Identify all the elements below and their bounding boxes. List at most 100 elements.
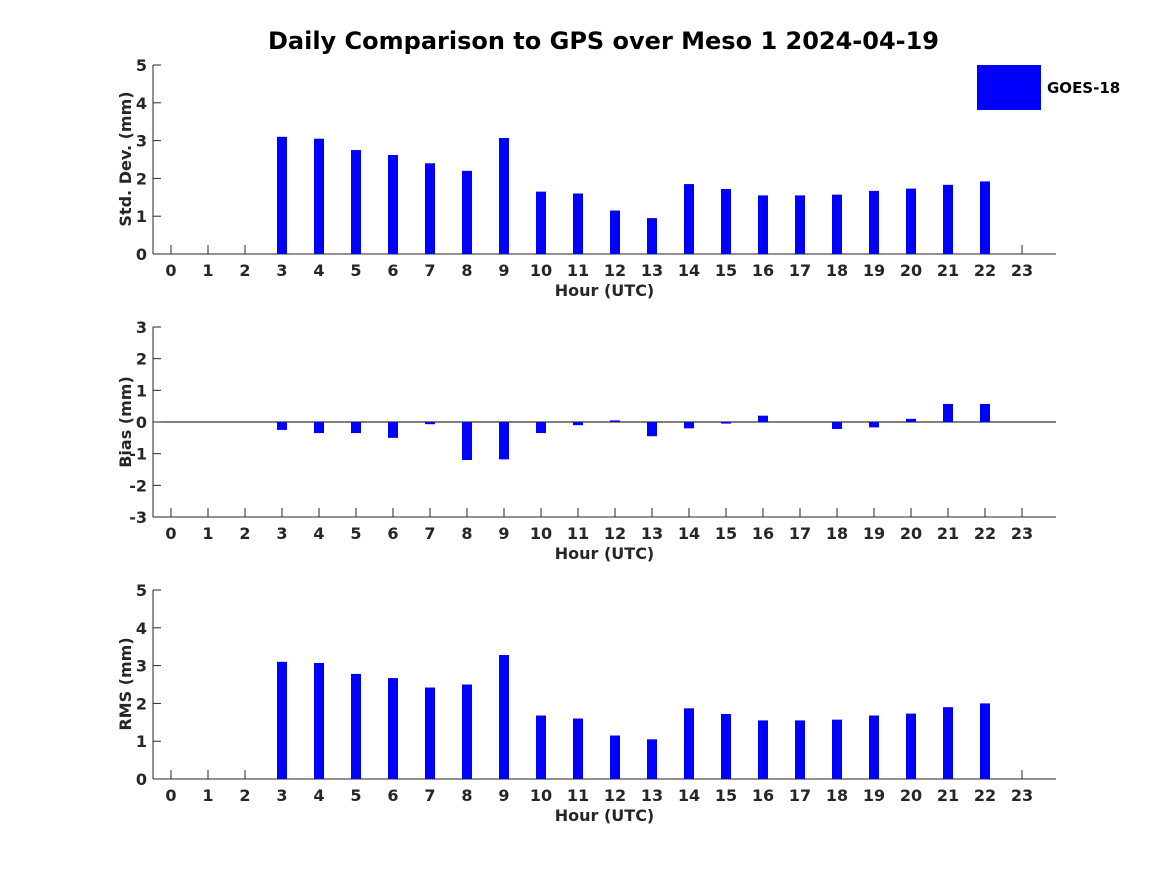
bias-x-tick-label: 19 [863,524,885,543]
std-x-tick-label: 14 [678,261,700,280]
rms-x-tick-label: 17 [789,786,811,805]
std-bar-hour-10 [536,191,546,254]
legend-swatch-goes-18 [977,65,1041,110]
std-bar-hour-15 [721,188,731,254]
rms-x-tick-label: 8 [461,786,472,805]
bias-x-tick-label: 23 [1011,524,1033,543]
bias-bar-hour-20 [906,418,916,422]
rms-bar-hour-9 [499,655,509,779]
rms-bar-hour-11 [573,718,583,779]
std-bar-hour-17 [795,195,805,254]
rms-x-tick-label: 7 [424,786,435,805]
bias-y-tick-label: -3 [129,508,147,527]
bias-y-tick-label: 0 [136,413,147,432]
std-x-tick-label: 0 [165,261,176,280]
bias-bar-hour-6 [388,422,398,438]
bias-bar-hour-18 [832,422,842,429]
rms-bar-hour-18 [832,719,842,779]
rms-y-tick-label: 4 [136,619,147,638]
rms-y-tick-label: 2 [136,694,147,713]
std-y-tick-label: 2 [136,169,147,188]
bias-bar-hour-19 [869,422,879,428]
bias-x-tick-label: 15 [715,524,737,543]
bias-x-tick-label: 1 [202,524,213,543]
bias-x-tick-label: 0 [165,524,176,543]
std-y-tick-label: 1 [136,207,147,226]
std-y-tick-label: 0 [136,245,147,264]
rms-bar-hour-4 [314,662,324,779]
std-x-tick-label: 9 [498,261,509,280]
rms-x-tick-label: 21 [937,786,959,805]
std-x-tick-label: 3 [276,261,287,280]
rms-bar-hour-22 [980,703,990,779]
std-bar-hour-16 [758,195,768,254]
rms-x-tick-label: 16 [752,786,774,805]
std-x-tick-label: 10 [530,261,552,280]
rms-y-tick-label: 3 [136,657,147,676]
rms-x-tick-label: 10 [530,786,552,805]
std-bar-hour-20 [906,188,916,254]
bias-bar-hour-5 [351,422,361,434]
rms-bar-hour-7 [425,687,435,779]
bias-bar-hour-14 [684,422,694,429]
bias-x-tick-label: 6 [387,524,398,543]
rms-x-tick-label: 15 [715,786,737,805]
rms-x-tick-label: 4 [313,786,324,805]
rms-x-tick-label: 13 [641,786,663,805]
rms-x-tick-label: 1 [202,786,213,805]
bias-y-axis-label: Bias (mm) [116,376,135,468]
bias-x-tick-label: 12 [604,524,626,543]
rms-x-tick-label: 6 [387,786,398,805]
rms-bar-hour-17 [795,720,805,779]
std-bar-hour-14 [684,184,694,254]
bias-bar-hour-7 [425,422,435,425]
rms-x-tick-label: 0 [165,786,176,805]
bias-bar-hour-12 [610,420,620,422]
std-bar-hour-11 [573,193,583,254]
rms-bar-hour-14 [684,708,694,779]
std-bar-hour-7 [425,163,435,254]
bias-x-tick-label: 20 [900,524,922,543]
std-y-axis-label: Std. Dev. (mm) [116,91,135,226]
bias-bar-hour-16 [758,415,768,422]
std-bar-hour-6 [388,154,398,254]
bias-bar-hour-3 [277,422,287,430]
bias-x-tick-label: 9 [498,524,509,543]
std-bar-hour-5 [351,150,361,254]
std-x-tick-label: 6 [387,261,398,280]
std-x-axis-label: Hour (UTC) [555,281,655,300]
bias-x-tick-label: 11 [567,524,589,543]
bias-x-tick-label: 22 [974,524,996,543]
rms-y-axis-label: RMS (mm) [116,637,135,730]
bias-bar-hour-10 [536,422,546,434]
rms-bar-hour-20 [906,713,916,779]
std-x-tick-label: 17 [789,261,811,280]
rms-x-tick-label: 5 [350,786,361,805]
std-x-tick-label: 1 [202,261,213,280]
std-y-tick-label: 3 [136,132,147,151]
bias-bar-hour-8 [462,422,472,460]
rms-x-tick-label: 22 [974,786,996,805]
bias-y-tick-label: 3 [136,318,147,337]
std-x-tick-label: 18 [826,261,848,280]
rms-bar-hour-19 [869,715,879,779]
std-bar-hour-22 [980,181,990,254]
bias-y-tick-label: -1 [129,445,147,464]
bias-x-axis-label: Hour (UTC) [555,544,655,563]
bias-x-tick-label: 18 [826,524,848,543]
chart-title: Daily Comparison to GPS over Meso 1 2024… [267,27,940,55]
bias-x-tick-label: 3 [276,524,287,543]
bias-x-tick-label: 16 [752,524,774,543]
std-bar-hour-21 [943,184,953,254]
bias-bar-hour-9 [499,422,509,460]
rms-y-tick-label: 0 [136,770,147,789]
rms-bar-hour-16 [758,720,768,779]
rms-bar-hour-3 [277,661,287,779]
rms-x-tick-label: 14 [678,786,700,805]
std-bar-hour-8 [462,170,472,254]
std-x-tick-label: 12 [604,261,626,280]
rms-x-axis-label: Hour (UTC) [555,806,655,825]
std-bar-hour-4 [314,138,324,254]
std-x-tick-label: 16 [752,261,774,280]
